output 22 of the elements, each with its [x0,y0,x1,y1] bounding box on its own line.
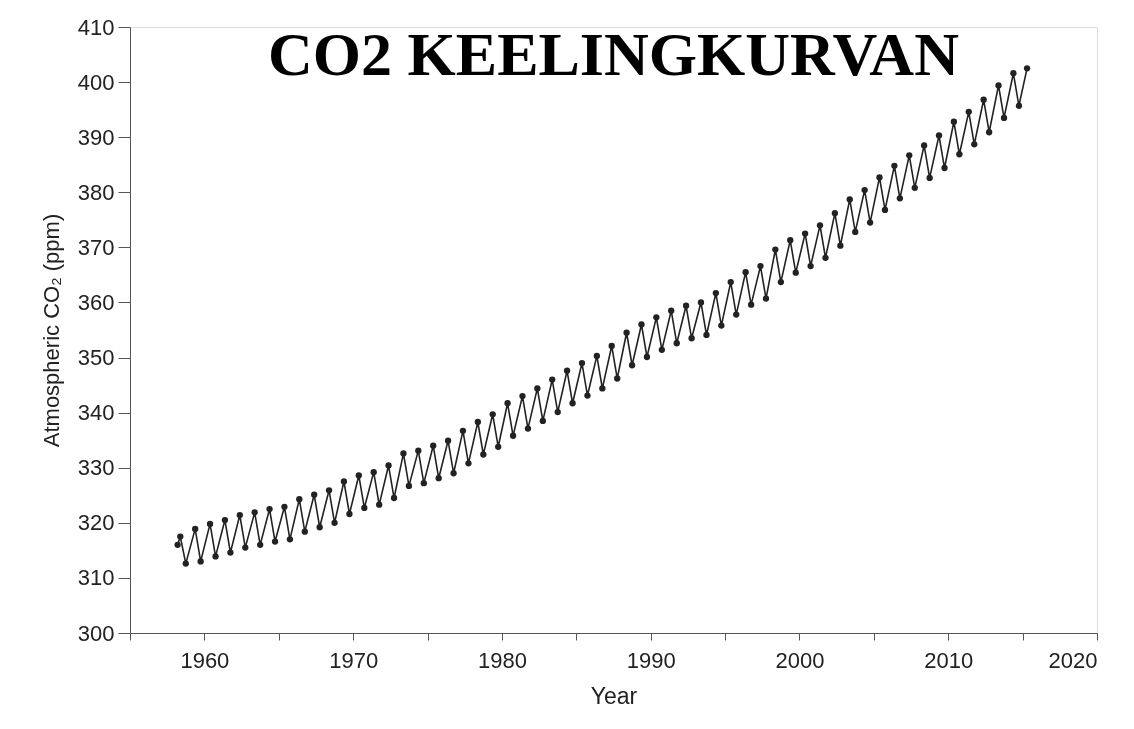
y-tick-label: 370 [77,234,115,260]
y-tick-label: 340 [77,400,115,426]
y-tick-label: 310 [77,565,115,591]
x-tick-label: 2000 [775,647,825,673]
chart-title: CO2 KEELINGKURVAN [268,20,959,88]
x-tick-label: 2020 [1048,647,1098,673]
y-tick-label: 330 [77,455,115,481]
y-axis-title: Atmospheric CO₂ (ppm) [38,213,64,448]
y-tick-label: 410 [77,14,115,40]
y-tick-label: 360 [77,289,115,315]
x-tick-label: 1980 [477,647,527,673]
y-tick-label: 320 [77,510,115,536]
y-tick-label: 400 [77,69,115,95]
x-tick-label: 1990 [626,647,676,673]
y-tick-label: 380 [77,179,115,205]
x-axis-title: Year [590,682,638,709]
y-tick-label: 390 [77,124,115,150]
x-tick-label: 1970 [329,647,379,673]
y-tick-label: 300 [77,620,115,646]
x-tick-label: 2010 [924,647,974,673]
y-tick-label: 350 [77,345,115,371]
x-tick-label: 1960 [180,647,230,673]
